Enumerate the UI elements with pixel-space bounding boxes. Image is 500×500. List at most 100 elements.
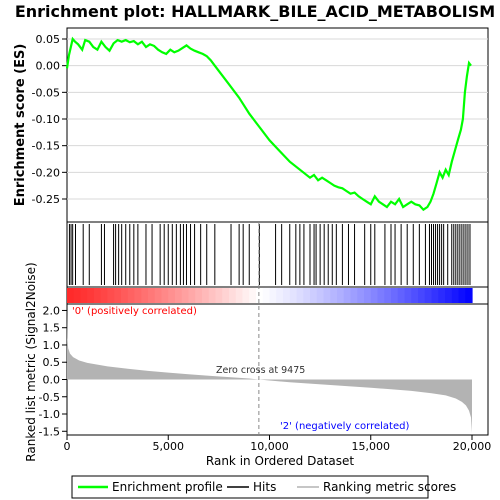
band-cell [404, 288, 412, 303]
legend-enrichment-label: Enrichment profile [112, 480, 223, 494]
es-y-tick-label: -0.10 [32, 113, 60, 126]
es-y-tick-label: -0.20 [32, 166, 60, 179]
band-cell [330, 288, 338, 303]
band-cell [310, 288, 318, 303]
negative-correlation-label: '2' (negatively correlated) [280, 421, 409, 432]
band-cell [256, 288, 264, 303]
band-cell [296, 288, 304, 303]
legend: Enrichment profile Hits Ranking metric s… [71, 475, 456, 499]
band-cell [283, 288, 291, 303]
band-cell [222, 288, 230, 303]
band-cell [168, 288, 176, 303]
metric-y-ticks: 2.0 1.5 1.0 0.5 0.0 -0.5 -1.0 -1.5 [39, 304, 67, 438]
es-gridlines [67, 38, 488, 200]
band-cell [100, 288, 109, 303]
metric-y-tick-label: 1.0 [43, 339, 61, 352]
band-cell [458, 288, 466, 303]
x-tick-label: 20,000 [453, 440, 492, 453]
es-y-tick-label: 0.05 [36, 33, 61, 46]
band-cell [195, 288, 203, 303]
band-cell [289, 288, 298, 303]
hits-panel [66, 221, 489, 288]
x-axis-label: Rank in Ordered Dataset [206, 454, 354, 468]
band-cell [235, 288, 244, 303]
positive-correlation-label: '0' (positively correlated) [72, 306, 197, 317]
band-cell [148, 288, 156, 303]
band-cell [350, 288, 358, 303]
legend-hits-label: Hits [253, 480, 276, 494]
hits-frame [66, 221, 489, 288]
ranking-metric-area [67, 310, 472, 433]
metric-y-tick-label: 2.0 [43, 304, 61, 317]
band-cell [445, 288, 453, 303]
band-cell [249, 288, 257, 303]
band-cell [127, 288, 136, 303]
es-plot-frame [66, 27, 489, 223]
band-cell [269, 288, 277, 303]
band-cell [276, 288, 284, 303]
band-cell [175, 288, 183, 303]
band-cell [73, 288, 82, 303]
metric-panel: 2.0 1.5 1.0 0.5 0.0 -0.5 -1.0 -1.5 0 5,000 10,000… [24, 222, 491, 468]
band-cell [134, 288, 142, 303]
band-cell [357, 288, 365, 303]
metric-y-tick-label: -1.0 [39, 408, 60, 421]
es-y-axis-label: Enrichment score (ES) [13, 44, 28, 207]
x-tick-label: 10,000 [250, 440, 289, 453]
band-cell [323, 288, 331, 303]
es-panel: 0.05 0.00 -0.05 -0.10 -0.15 -0.20 -0.25 Enrich… [13, 27, 489, 223]
metric-y-tick-label: 0.5 [43, 356, 61, 369]
band-panel [66, 286, 489, 305]
band-cell [154, 288, 163, 303]
rank-color-band [67, 288, 473, 303]
band-cell [208, 288, 217, 303]
metric-y-axis-label: Ranked list metric (Signal2Noise) [24, 262, 38, 461]
band-cell [337, 288, 345, 303]
x-tick-label: 0 [64, 440, 71, 453]
es-y-tick-label: -0.25 [32, 193, 60, 206]
band-cell [181, 288, 190, 303]
metric-y-tick-label: 1.5 [43, 322, 61, 335]
metric-y-tick-label: -0.5 [39, 391, 60, 404]
es-y-tick-label: -0.15 [32, 140, 60, 153]
band-cell [418, 288, 426, 303]
band-cell [87, 288, 95, 303]
x-tick-label: 5,000 [153, 440, 185, 453]
band-cell [161, 288, 169, 303]
band-cell [114, 288, 122, 303]
es-y-ticks: 0.05 0.00 -0.05 -0.10 -0.15 -0.20 -0.25 [32, 33, 67, 206]
band-cell [107, 288, 115, 303]
band-cell [242, 288, 250, 303]
band-cell [431, 288, 439, 303]
band-cell [438, 288, 446, 303]
legend-metric-label: Ranking metric scores [323, 480, 456, 494]
band-cell [215, 288, 223, 303]
band-cell [397, 288, 406, 303]
band-cell [364, 288, 372, 303]
band-cell [465, 288, 473, 303]
band-cell [202, 288, 210, 303]
band-cell [94, 288, 102, 303]
es-y-tick-label: -0.05 [32, 86, 60, 99]
band-cell [121, 288, 129, 303]
band-cell [67, 288, 75, 303]
band-cell [303, 288, 311, 303]
metric-y-tick-label: 0.0 [43, 373, 61, 386]
band-cell [384, 288, 392, 303]
metric-y-tick-label: -1.5 [39, 425, 60, 438]
band-cell [343, 288, 352, 303]
hit-lines [68, 224, 471, 285]
band-cell [80, 288, 88, 303]
band-cell [141, 288, 149, 303]
band-cell [377, 288, 385, 303]
chart-title: Enrichment plot: HALLMARK_BILE_ACID_META… [15, 2, 495, 21]
metric-frame [66, 303, 489, 436]
band-cell [262, 288, 271, 303]
band-cell [391, 288, 399, 303]
band-cell [370, 288, 379, 303]
legend-frame [71, 475, 429, 499]
enrichment-profile-line [65, 36, 472, 212]
zero-cross-label: Zero cross at 9475 [216, 365, 305, 376]
metric-x-ticks: 0 5,000 10,000 15,000 20,000 [64, 435, 492, 453]
